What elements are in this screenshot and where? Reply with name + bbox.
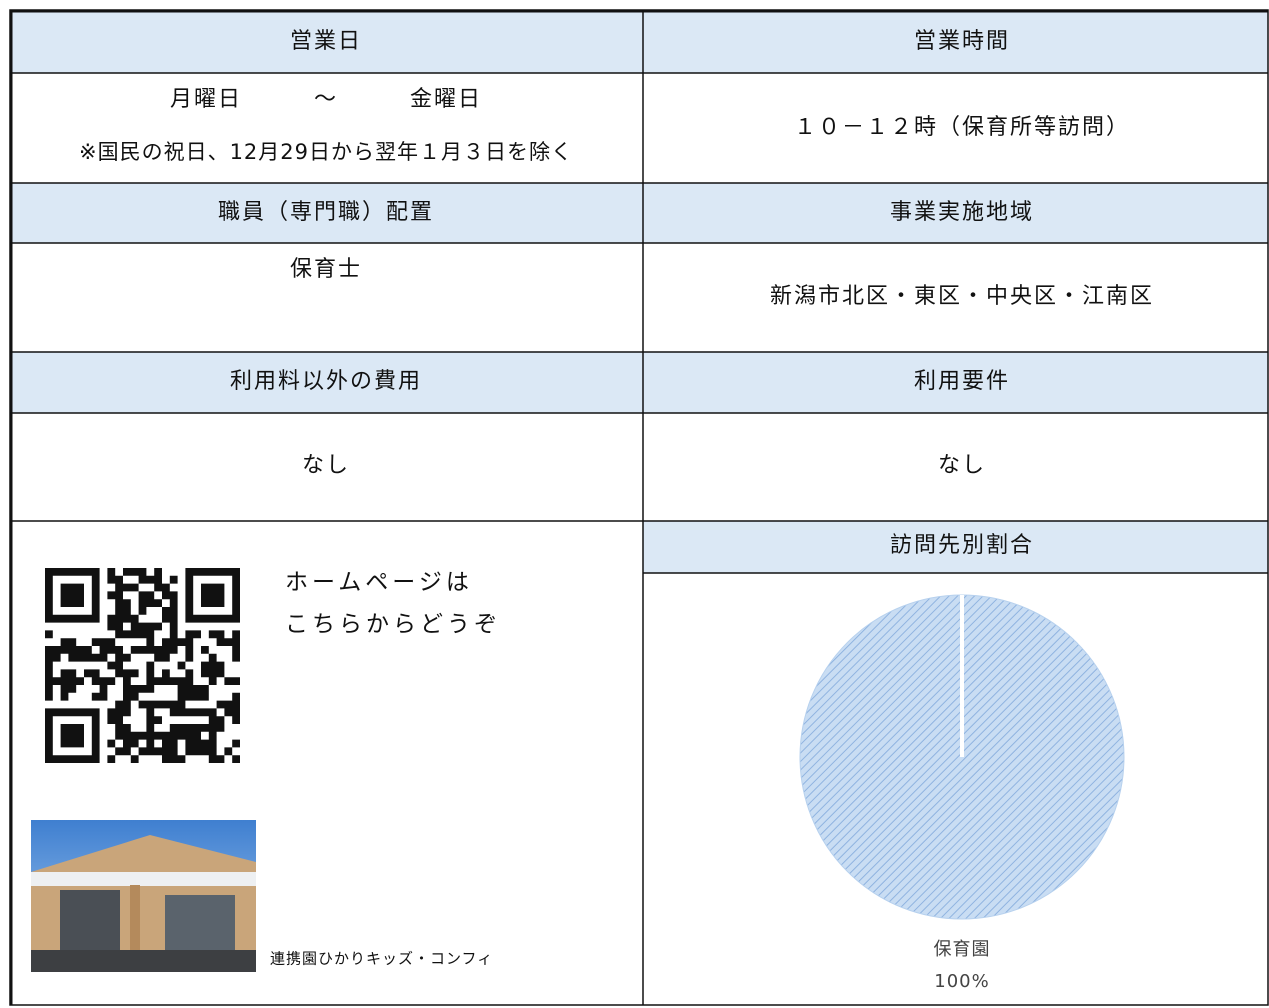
header-bg (10, 10, 1268, 73)
cell-text: なし (938, 453, 986, 478)
cell-text: ※国民の祝日、12月29日から翌年１月３日を除く (79, 140, 573, 164)
cell-text: 新潟市北区・東区・中央区・江南区 (770, 284, 1154, 309)
header-bg (10, 352, 1268, 413)
cell-text: 月曜日 ～ 金曜日 (170, 87, 482, 112)
header-cell: 職員（専門職）配置 (218, 200, 434, 225)
slice-label: 保育園 (934, 939, 991, 960)
qr-code[interactable] (45, 568, 240, 763)
photo (31, 820, 256, 972)
cell-text: なし (302, 453, 350, 478)
homepage-text: ホームページは (285, 570, 473, 596)
homepage-text: こちらからどうぞ (285, 612, 501, 638)
header-cell: 利用要件 (914, 369, 1010, 394)
photo-caption: 連携園ひかりキッズ・コンフィ (270, 950, 493, 968)
table-borders (9, 9, 1269, 1006)
header-bg (10, 183, 1268, 243)
chart-title: 訪問先別割合 (890, 533, 1034, 558)
header-cell: 利用料以外の費用 (230, 369, 422, 394)
pie-chart: 保育園 100% (799, 594, 1125, 992)
header-cell: 営業時間 (914, 29, 1010, 54)
slice-value-label: 100% (934, 971, 989, 992)
cell-text: 保育士 (290, 257, 362, 282)
header-bg (643, 521, 1268, 573)
cell-text: １０－１２時（保育所等訪問） (794, 115, 1130, 140)
header-cell: 事業実施地域 (890, 200, 1034, 225)
header-cell: 営業日 (290, 29, 362, 54)
